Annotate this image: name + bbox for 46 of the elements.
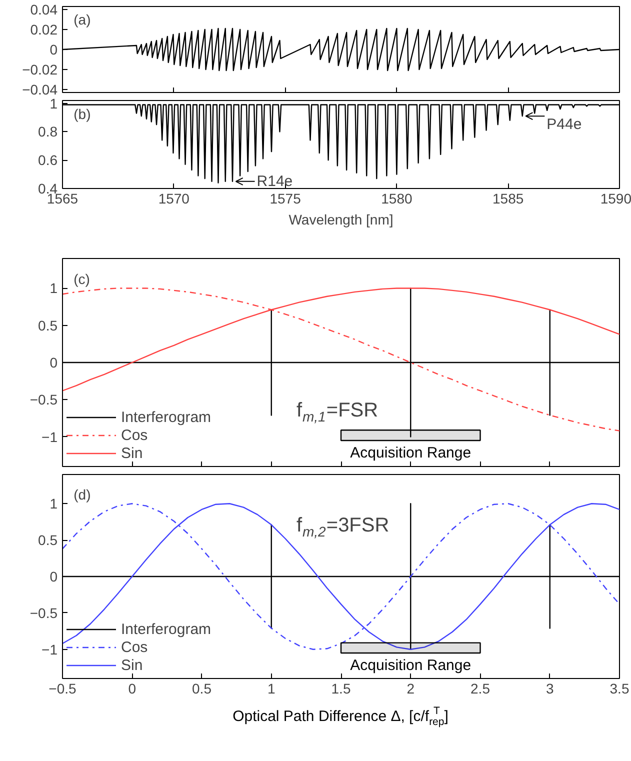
chart-title: (a) bbox=[74, 12, 91, 28]
y-tick-label: 1 bbox=[50, 95, 58, 112]
text: (d) bbox=[74, 486, 91, 503]
legend-label: Interferogram bbox=[121, 620, 212, 638]
y-tick-label: 0 bbox=[50, 568, 58, 584]
x-tick-label: 3.5 bbox=[610, 680, 630, 696]
legend-label: Sin bbox=[121, 656, 143, 674]
text: (c) bbox=[74, 270, 90, 287]
x-tick-label: 1585 bbox=[492, 190, 524, 206]
y-tick-label: 0 bbox=[50, 42, 58, 58]
y-tick-label: −0.5 bbox=[30, 604, 58, 621]
x-tick-label: 1575 bbox=[270, 190, 302, 206]
x-tick-label: 2.5 bbox=[470, 680, 490, 696]
y-tick-label: 0.8 bbox=[38, 124, 58, 140]
y-tick-label: −1 bbox=[42, 428, 58, 445]
chart-title: (b) bbox=[74, 106, 91, 122]
x-tick-label: 0 bbox=[128, 680, 136, 696]
x-tick-label: 3 bbox=[546, 680, 554, 696]
x-tick-label: 1590 bbox=[600, 190, 631, 206]
y-tick-label: 0.6 bbox=[38, 152, 58, 168]
annotation: R14e bbox=[256, 172, 293, 190]
y-tick-label: −1 bbox=[42, 641, 58, 658]
x-tick-label: 1 bbox=[267, 680, 276, 696]
y-tick-label: −0.04 bbox=[22, 82, 58, 98]
y-tick-label: 0.5 bbox=[38, 532, 58, 548]
x-tick-label: 1.5 bbox=[331, 680, 351, 696]
legend-label: Acquisition Range bbox=[350, 657, 472, 674]
y-tick-label: 0 bbox=[50, 354, 58, 370]
y-tick-label: −0.5 bbox=[30, 392, 58, 408]
y-tick-label: 1 bbox=[50, 496, 58, 512]
x-tick-label: 2 bbox=[406, 680, 415, 696]
x-tick-label: 0.5 bbox=[192, 680, 212, 696]
y-tick-label: 0.04 bbox=[30, 2, 58, 18]
y-tick-label: −0.02 bbox=[22, 62, 58, 78]
x-tick-label: 1580 bbox=[381, 190, 412, 206]
y-tick-label: 0.5 bbox=[38, 317, 58, 334]
x-tick-label: 1570 bbox=[158, 190, 190, 206]
y-tick-label: 0.02 bbox=[30, 22, 58, 38]
legend-label: Sin bbox=[121, 444, 143, 462]
legend-label: Cos bbox=[121, 638, 148, 656]
y-tick-label: 1 bbox=[50, 280, 58, 296]
x-axis-title: Wavelength [nm] bbox=[288, 212, 394, 228]
legend-label: Interferogram bbox=[121, 408, 212, 426]
annotation: P44e bbox=[546, 116, 582, 134]
band-label: Acquisition Range bbox=[350, 444, 472, 462]
legend-label: Cos bbox=[121, 426, 148, 444]
